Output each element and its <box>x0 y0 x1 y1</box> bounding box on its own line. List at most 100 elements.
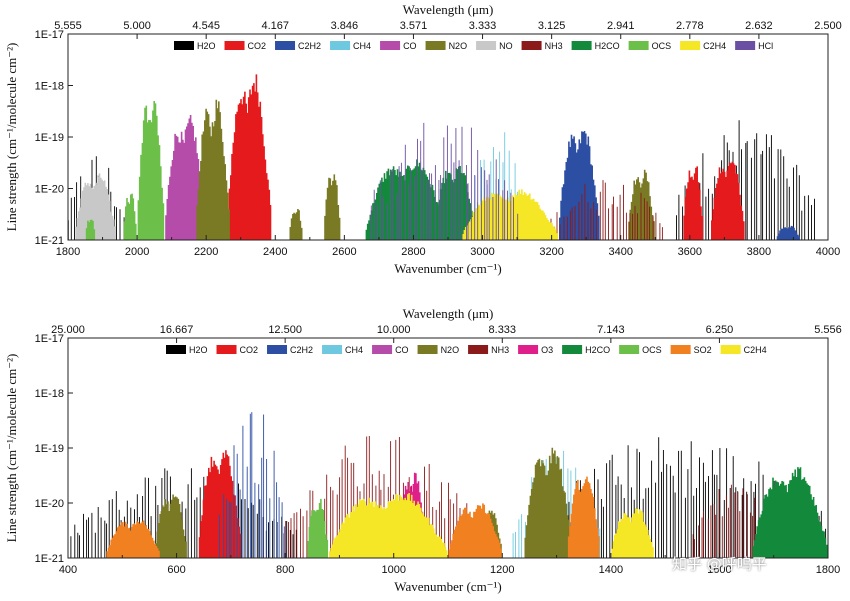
legend-swatch-h2o <box>166 345 186 354</box>
legend-swatch-so2 <box>670 345 691 354</box>
legend-swatch-c2h4 <box>720 345 741 354</box>
x2-tick-label: 2.500 <box>814 20 842 32</box>
y-tick-label: 1E-19 <box>35 132 64 144</box>
legend-label-c2h2: C2H2 <box>298 41 321 51</box>
band-co2-2 <box>683 166 704 240</box>
chart-2: 400 600 800 1000 1200 1400 1600 1800 25.000 16.66… <box>4 306 842 594</box>
x2-tick-label: 4.167 <box>262 20 290 32</box>
legend-label-co: CO <box>403 41 417 51</box>
legend-swatch-co <box>372 345 393 354</box>
legend-swatch-ocs <box>628 41 649 50</box>
legend-label-h2o: H2O <box>197 41 216 51</box>
band-c2h4-1 <box>462 189 558 240</box>
legend-swatch-ch4 <box>322 345 343 354</box>
x-tick-label: 2800 <box>401 246 425 258</box>
x2-tick-label: 8.333 <box>489 324 517 336</box>
legend-label-co: CO <box>395 345 409 355</box>
chart-1: 1800 2000 2200 2400 2600 2800 3000 3200 3400 3600… <box>4 2 842 276</box>
x2-tick-label: 4.545 <box>192 20 220 32</box>
series-co2 <box>198 450 242 558</box>
x-tick-label: 1000 <box>381 564 405 576</box>
band-ocs-1 <box>137 101 165 240</box>
x2-tick-label: 3.846 <box>331 20 359 32</box>
plot-area <box>70 412 828 558</box>
legend-swatch-h2co <box>571 41 592 50</box>
x-tick-label: 400 <box>59 564 77 576</box>
series-h2co <box>752 467 828 558</box>
legend-label-o3: O3 <box>541 345 553 355</box>
legend-label-nh3: NH3 <box>491 345 509 355</box>
series-hcl <box>370 122 519 240</box>
y-tick-label: 1E-20 <box>35 498 64 510</box>
band-co2-3 <box>711 161 745 240</box>
y-tick-label: 1E-17 <box>35 333 64 345</box>
x-tick-label: 3600 <box>678 246 702 258</box>
legend-label-n2o: N2O <box>449 41 468 51</box>
series-c2h2 <box>218 412 285 558</box>
plot-area <box>68 74 815 240</box>
band-n2o-2 <box>524 447 573 558</box>
legend-swatch-co2 <box>224 41 245 50</box>
x-tick-label: 3400 <box>608 246 632 258</box>
legend-swatch-co <box>380 41 401 50</box>
series-so2 <box>106 476 600 558</box>
series-no <box>75 173 116 240</box>
series-co2 <box>227 74 745 240</box>
legend-swatch-ch4 <box>330 41 351 50</box>
x-tick-label: 1800 <box>56 246 80 258</box>
legend-swatch-co2 <box>216 345 237 354</box>
x-tick-label: 1200 <box>490 564 514 576</box>
legend-label-nh3: NH3 <box>545 41 563 51</box>
legend-label-h2o: H2O <box>189 345 208 355</box>
lines-hcl-1 <box>370 122 519 240</box>
legend-label-so2: SO2 <box>694 345 712 355</box>
series-ocs <box>85 101 165 240</box>
band-n2o-3 <box>324 174 341 240</box>
x-tick-label: 2400 <box>263 246 287 258</box>
y-axis-label: Line strength (cm⁻¹/molecule cm⁻²) <box>4 354 19 543</box>
legend-label-ch4: CH4 <box>353 41 371 51</box>
band-ocs-1 <box>307 498 329 558</box>
legend-swatch-h2o <box>174 41 194 50</box>
x2-tick-label: 25.000 <box>51 324 85 336</box>
band-n2o-1 <box>196 99 230 240</box>
band-n2o-2 <box>289 209 303 240</box>
legend-label-n2o: N2O <box>441 345 460 355</box>
legend-swatch-no <box>476 41 497 50</box>
x-axis-label: Wavenumber (cm⁻¹) <box>394 579 502 594</box>
legend-label-co2: CO2 <box>240 345 259 355</box>
x-tick-label: 2000 <box>125 246 149 258</box>
y-tick-label: 1E-18 <box>35 388 64 400</box>
y-tick-label: 1E-17 <box>35 29 64 41</box>
legend: H2O CO2 C2H2 CH4 CO N2O NH3 O3 H2CO OCS SO2 C2H4 <box>166 345 767 355</box>
x2-axis-label: Wavelength (μm) <box>403 2 494 17</box>
legend: H2O CO2 C2H2 CH4 CO N2O NO NH3 H2CO OCS C2H4 HCl <box>174 41 773 51</box>
band-c2h2-2 <box>776 225 800 240</box>
x2-tick-label: 2.778 <box>676 20 704 32</box>
y-tick-label: 1E-18 <box>35 81 64 93</box>
legend-label-c2h2: C2H2 <box>290 345 313 355</box>
band-ocs-3 <box>85 219 96 240</box>
legend-label-h2co: H2CO <box>585 345 610 355</box>
lines-c2h2-1 <box>218 412 285 558</box>
x-tick-label: 3000 <box>470 246 494 258</box>
x2-tick-label: 16.667 <box>160 324 194 336</box>
x-tick-label: 3200 <box>539 246 563 258</box>
legend-label-ocs: OCS <box>642 345 662 355</box>
watermark: 知乎 @呼呜平 <box>672 555 767 573</box>
legend-swatch-h2co <box>562 345 583 354</box>
y-tick-label: 1E-20 <box>35 184 64 196</box>
x-tick-label: 2600 <box>332 246 356 258</box>
legend-swatch-o3 <box>518 345 539 354</box>
legend-swatch-c2h4 <box>680 41 701 50</box>
band-no-1 <box>75 173 116 240</box>
series-c2h2 <box>559 131 800 240</box>
band-c2h4-2 <box>611 508 654 558</box>
x2-tick-label: 10.000 <box>377 324 411 336</box>
x2-tick-label: 2.632 <box>745 20 773 32</box>
legend-label-ocs: OCS <box>652 41 672 51</box>
band-co2-1 <box>227 74 272 240</box>
series-c2h4 <box>329 493 654 558</box>
x-axis-label: Wavenumber (cm⁻¹) <box>394 261 502 276</box>
